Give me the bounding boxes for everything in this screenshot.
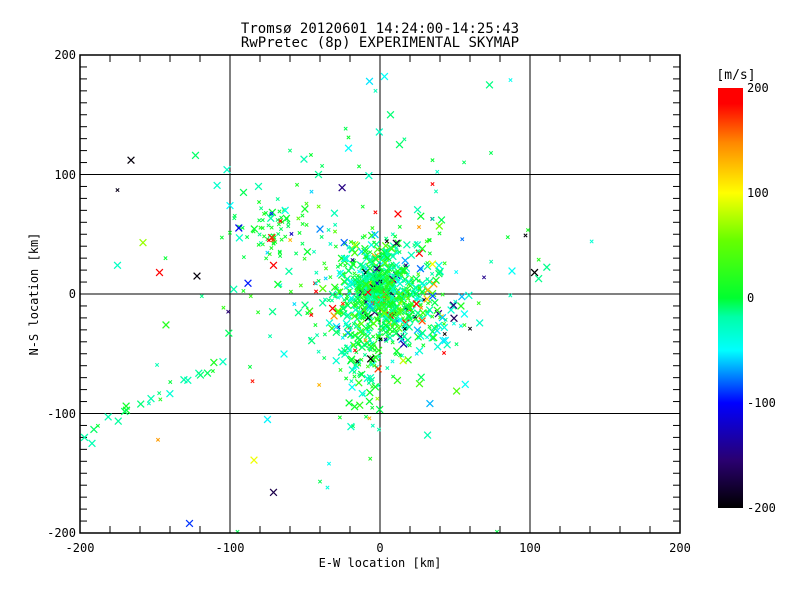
colorbar-tick-label: 100	[747, 186, 769, 200]
x-tick-label: 200	[669, 541, 691, 555]
y-axis-label: N-S location [km]	[27, 232, 41, 356]
y-tick-label: 200	[54, 48, 76, 62]
colorbar-tick-label: -200	[747, 501, 776, 515]
scatter-points	[80, 72, 594, 534]
y-tick-label: -100	[47, 406, 76, 421]
x-tick-label: -200	[65, 541, 95, 555]
grid-lines	[80, 55, 680, 533]
x-tick-label: 0	[376, 541, 384, 555]
y-tick-label: -200	[47, 526, 76, 540]
y-tick-label: 0	[68, 287, 76, 301]
y-tick-label: 100	[54, 167, 76, 182]
x-tick-label: -100	[215, 541, 245, 555]
colorbar-tick-label: 0	[747, 291, 755, 305]
plot-border	[79, 54, 681, 534]
colorbar-gradient	[718, 88, 743, 508]
colorbar-title: [m/s]	[716, 68, 756, 83]
colorbar-tick-label: -100	[747, 396, 776, 410]
x-axis-label: E-W location [km]	[318, 556, 442, 570]
x-tick-label: 100	[519, 541, 541, 555]
skymap-subtitle: RwPretec (8p) EXPERIMENTAL SKYMAP	[240, 35, 520, 51]
skymap-title: Tromsø 20120601 14:24:00-14:25:43	[240, 21, 520, 37]
axis-ticks	[80, 55, 680, 533]
colorbar-tick-label: 200	[747, 81, 769, 95]
